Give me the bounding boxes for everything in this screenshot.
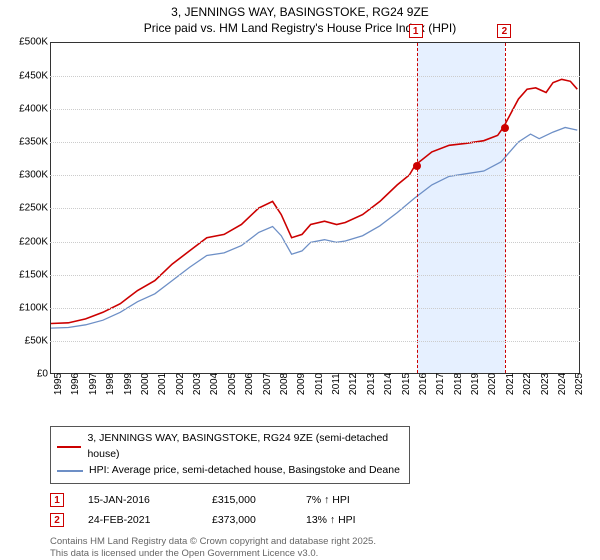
marker-badge-1: 1 [50, 493, 64, 507]
y-tick-label: £0 [8, 369, 48, 380]
y-tick-label: £350K [8, 136, 48, 147]
x-tick-label: 1999 [123, 373, 134, 395]
x-tick-label: 2003 [192, 373, 203, 395]
marker-badge-2: 2 [50, 513, 64, 527]
x-tick-label: 2000 [140, 373, 151, 395]
legend-label-2: HPI: Average price, semi-detached house,… [89, 463, 400, 479]
marker-price-2: £373,000 [212, 514, 282, 526]
marker-pct-2: 13% ↑ HPI [306, 514, 386, 526]
x-tick-label: 1996 [70, 373, 81, 395]
x-tick-label: 2001 [157, 373, 168, 395]
x-tick-label: 2004 [209, 373, 220, 395]
x-tick-label: 2002 [175, 373, 186, 395]
legend-row-1: 3, JENNINGS WAY, BASINGSTOKE, RG24 9ZE (… [57, 431, 403, 463]
y-tick-label: £200K [8, 236, 48, 247]
chart-area: £0 £50K £100K £150K £200K £250K £300K £350K £400… [8, 38, 592, 418]
footer-line-2: This data is licensed under the Open Gov… [50, 548, 592, 560]
x-tick-label: 2009 [296, 373, 307, 395]
title-line-1: 3, JENNINGS WAY, BASINGSTOKE, RG24 9ZE [8, 4, 592, 20]
x-tick-label: 2020 [487, 373, 498, 395]
x-tick-label: 2022 [522, 373, 533, 395]
marker-box-1: 1 [409, 24, 423, 38]
legend-swatch-1 [57, 446, 81, 448]
x-tick-label: 2005 [227, 373, 238, 395]
x-tick-label: 1998 [105, 373, 116, 395]
x-tick-label: 2011 [331, 374, 342, 396]
series-line [51, 80, 577, 324]
marker-pct-1: 7% ↑ HPI [306, 494, 386, 506]
y-gridline [50, 275, 580, 276]
legend-row-2: HPI: Average price, semi-detached house,… [57, 463, 403, 479]
marker-dot-2 [501, 124, 509, 132]
x-tick-label: 2019 [470, 373, 481, 395]
footer-line-1: Contains HM Land Registry data © Crown c… [50, 536, 592, 548]
y-tick-label: £100K [8, 302, 48, 313]
y-gridline [50, 208, 580, 209]
marker-date-2: 24-FEB-2021 [88, 514, 188, 526]
footer: Contains HM Land Registry data © Crown c… [50, 536, 592, 560]
y-gridline [50, 308, 580, 309]
legend: 3, JENNINGS WAY, BASINGSTOKE, RG24 9ZE (… [50, 426, 410, 483]
x-tick-label: 2024 [557, 373, 568, 395]
legend-swatch-2 [57, 470, 83, 472]
x-tick-label: 2015 [401, 373, 412, 395]
marker-dot-1 [413, 162, 421, 170]
marker-box-2: 2 [497, 24, 511, 38]
y-gridline [50, 76, 580, 77]
x-tick-label: 2014 [383, 373, 394, 395]
legend-label-1: 3, JENNINGS WAY, BASINGSTOKE, RG24 9ZE (… [87, 431, 403, 463]
y-gridline [50, 142, 580, 143]
x-tick-label: 2006 [244, 373, 255, 395]
x-tick-label: 2018 [453, 373, 464, 395]
markers-table: 1 15-JAN-2016 £315,000 7% ↑ HPI 2 24-FEB… [50, 490, 592, 530]
x-tick-label: 2010 [314, 373, 325, 395]
y-tick-label: £300K [8, 170, 48, 181]
marker-price-1: £315,000 [212, 494, 282, 506]
x-tick-label: 1997 [88, 373, 99, 395]
y-tick-label: £500K [8, 37, 48, 48]
y-tick-label: £150K [8, 269, 48, 280]
series-line [51, 128, 577, 329]
y-tick-label: £50K [8, 336, 48, 347]
y-tick-label: £400K [8, 103, 48, 114]
y-gridline [50, 242, 580, 243]
marker-row-2: 2 24-FEB-2021 £373,000 13% ↑ HPI [50, 510, 592, 530]
marker-date-1: 15-JAN-2016 [88, 494, 188, 506]
x-tick-label: 2007 [262, 373, 273, 395]
x-tick-label: 2023 [540, 373, 551, 395]
y-gridline [50, 109, 580, 110]
x-tick-label: 2021 [505, 373, 516, 395]
x-tick-label: 2008 [279, 373, 290, 395]
x-tick-label: 2016 [418, 373, 429, 395]
y-tick-label: £250K [8, 203, 48, 214]
x-tick-label: 1995 [53, 373, 64, 395]
y-tick-label: £450K [8, 70, 48, 81]
x-tick-label: 2012 [348, 373, 359, 395]
x-tick-label: 2013 [366, 373, 377, 395]
y-gridline [50, 175, 580, 176]
y-gridline [50, 341, 580, 342]
marker-row-1: 1 15-JAN-2016 £315,000 7% ↑ HPI [50, 490, 592, 510]
x-tick-label: 2025 [574, 373, 585, 395]
x-tick-label: 2017 [435, 373, 446, 395]
